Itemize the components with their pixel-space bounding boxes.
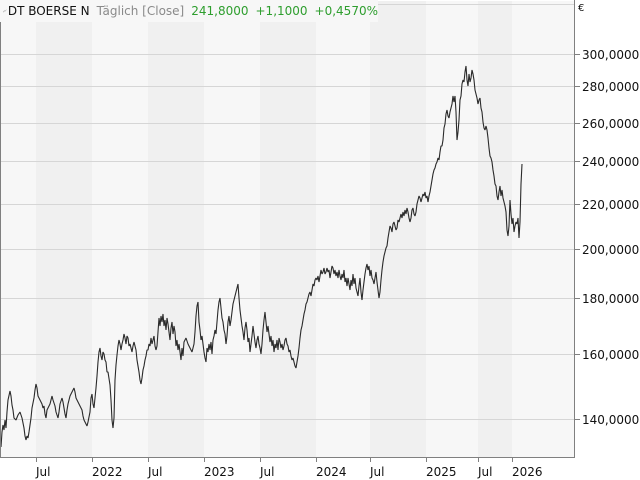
- x-tick-label: Jul: [369, 465, 384, 479]
- currency-label: €: [578, 3, 585, 14]
- y-tick-label: 220,0000: [582, 198, 639, 212]
- x-tick-label: Jul: [477, 465, 492, 479]
- x-tick-label: 2022: [92, 465, 123, 479]
- instrument-name[interactable]: DT BOERSE N: [7, 4, 90, 18]
- change-absolute: +1,1000: [255, 4, 308, 18]
- y-tick-label: 280,0000: [582, 80, 639, 94]
- y-tick-label: 180,0000: [582, 292, 639, 306]
- plot-frame: [0, 0, 575, 458]
- x-tick-label: 2025: [426, 465, 457, 479]
- last-price: 241,8000: [191, 4, 249, 18]
- y-tick-label: 160,0000: [582, 348, 639, 362]
- y-tick-label: 300,0000: [582, 48, 639, 62]
- x-tick-label: Jul: [147, 465, 162, 479]
- interval-mode: Täglich [Close]: [96, 4, 185, 18]
- line-chart-icon: [3, 9, 7, 13]
- x-tick-label: 2026: [512, 465, 543, 479]
- y-tick-label: 240,0000: [582, 155, 639, 169]
- change-percent: +0,4570%: [314, 4, 378, 18]
- x-axis: Jul 2022 Jul 2023 Jul 2024 Jul 2025 Jul …: [35, 458, 543, 479]
- x-tick-label: Jul: [35, 465, 50, 479]
- period-bands: [36, 1, 512, 457]
- y-axis: 300,0000 280,0000 260,0000 240,0000 220,…: [575, 48, 639, 427]
- x-tick-label: 2024: [316, 465, 347, 479]
- y-tick-label: 140,0000: [582, 413, 639, 427]
- chart-header: DT BOERSE N Täglich [Close] 241,8000 +1,…: [0, 0, 378, 22]
- x-tick-label: Jul: [259, 465, 274, 479]
- price-line: [0, 65, 523, 448]
- y-tick-label: 260,0000: [582, 117, 639, 131]
- y-tick-label: 200,0000: [582, 243, 639, 257]
- x-tick-label: 2023: [204, 465, 235, 479]
